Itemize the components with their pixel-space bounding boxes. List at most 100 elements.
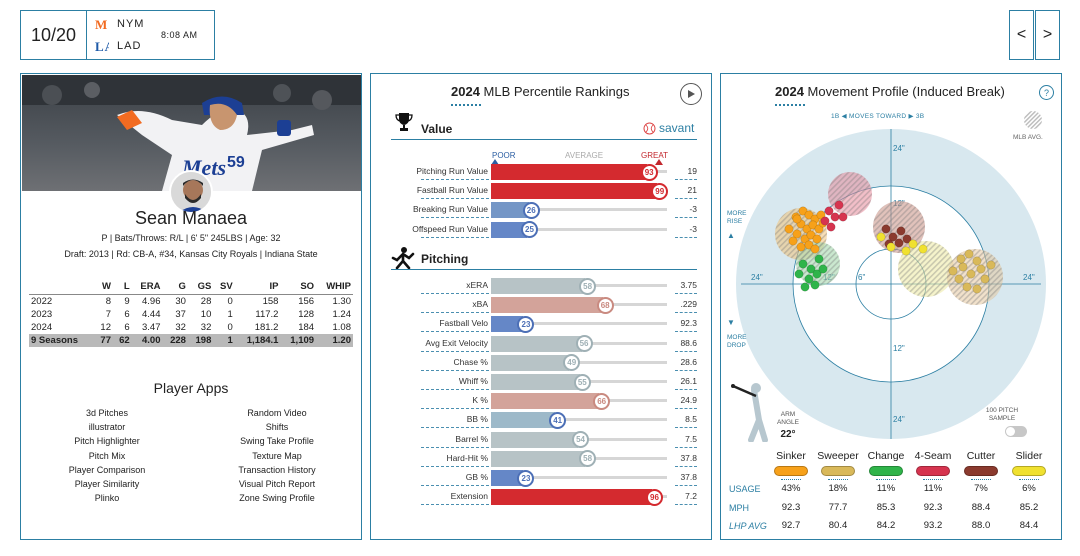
player-app-link[interactable]: Texture Map [252,450,302,461]
percentile-value: 7.2 [685,491,697,502]
player-app-link[interactable]: Transaction History [238,464,316,475]
percentile-value: 28.6 [680,356,697,367]
row-divider [421,427,489,429]
percentile-circle: 56 [575,335,593,353]
percentile-row-label[interactable]: xBA [472,299,488,310]
player-app-link[interactable]: Zone Swing Profile [239,493,315,504]
pitch-type-slider[interactable]: Slider [1004,450,1054,480]
prev-button[interactable]: < [1009,10,1034,60]
pitch-dot [804,210,814,220]
percentile-row-label[interactable]: Breaking Run Value [413,204,488,215]
pitch-type-4-seam[interactable]: 4-Seam [908,450,958,480]
stats-cell: 9 [124,296,130,307]
next-button[interactable]: > [1035,10,1060,60]
arm-angle-label: ARM ANGLE [776,411,800,426]
help-button[interactable]: ? [1039,85,1054,100]
percentile-row-label[interactable]: xERA [466,280,488,290]
savant-link[interactable]: savant [643,121,694,135]
game-selector[interactable]: 10/20 M NYM LA LAD 8:08 AM [20,10,215,60]
mets-logo-icon: M [95,17,107,31]
away-team: M NYM [95,17,144,31]
percentile-row-label[interactable]: BB % [466,414,488,425]
percentile-circle: 66 [593,392,611,410]
stats-cell: 1,184.1 [234,334,281,347]
stats-cell: 4.96 [141,296,161,307]
scale-arrows [491,159,663,165]
pitch-dot [794,269,804,279]
pitcher-action-image: Mets 59 [22,75,361,191]
stats-header-cell: IP [234,279,281,295]
percentile-row-label[interactable]: Offspeed Run Value [412,223,488,234]
stats-cell: 4.00 [131,334,163,347]
percentile-row-label[interactable]: Extension [450,491,488,502]
player-photo: Mets 59 [22,75,361,191]
player-app-link[interactable]: 3d Pitches [85,408,129,418]
pitch-dot [886,242,896,252]
player-app-link[interactable]: Visual Pitch Report [238,478,316,489]
usage-row-label: USAGE [729,484,761,494]
stats-cell: 6 [124,322,130,333]
pitch-type-sweeper[interactable]: Sweeper [813,450,863,480]
player-app-link[interactable]: Pitch Mix [88,450,126,461]
percentile-bar [491,354,570,371]
pitch-dot [986,260,996,270]
player-app-link[interactable]: Player Comparison [68,464,146,475]
value-divider [675,236,697,238]
value-divider [675,427,697,429]
stats-cell: 62 [113,334,132,347]
pitch-color-swatch [774,466,808,476]
pitch-dot [976,264,986,274]
stats-header-cell: SV [213,279,235,295]
percentile-row-label[interactable]: Avg Exit Velocity [425,337,488,348]
stats-row: 2022 8 9 4.96 30 28 0 158 156 1.30 [29,295,353,309]
stats-cell: 158 [262,296,279,307]
percentile-row-label[interactable]: Hard-Hit % [446,452,488,463]
pitch-dot [896,226,906,236]
percentile-bar [491,278,586,294]
percentile-row-label[interactable]: Fastball Run Value [416,185,488,196]
pitch-type-cutter[interactable]: Cutter [956,450,1006,480]
percentile-row-label[interactable]: Fastball Velo [439,318,488,329]
pitch-dot [956,254,966,264]
percentile-row-label[interactable]: Chase % [453,356,489,367]
sample-toggle[interactable] [1005,426,1027,437]
percentile-circle: 25 [521,221,538,239]
movement-panel: 2024 Movement Profile (Induced Break) ? … [720,73,1062,540]
pitch-dot [784,224,794,234]
value-divider [675,504,697,506]
pitch-dot [958,262,968,272]
value-rule [391,139,697,140]
game-number: 10/20 [21,11,87,59]
player-avatar [169,170,213,214]
player-app-link[interactable]: illustrator [88,422,126,433]
play-button[interactable] [680,83,702,105]
percentile-row-label[interactable]: Pitching Run Value [416,166,488,176]
stats-cell: 1 [213,334,235,347]
percentile-row-label[interactable]: Whiff % [458,376,488,386]
stats-cell: 156 [298,296,315,307]
pitch-dot [876,232,886,242]
player-app-link[interactable]: Player Similarity [74,478,140,489]
pitch-dot [810,280,820,290]
percentile-row-label[interactable]: Barrel % [455,433,488,444]
percentile-row-label[interactable]: K % [472,395,488,406]
home-team: LA LAD [95,38,141,54]
player-app-link[interactable]: Shifts [265,422,289,433]
player-app-link[interactable]: Pitch Highlighter [74,436,140,447]
player-app-link[interactable]: Swing Take Profile [240,436,314,447]
percentile-row-label[interactable]: GB % [465,472,488,482]
pitch-color-swatch [821,466,855,476]
value-divider [675,369,697,371]
percentile-track [491,208,667,212]
pitch-type-change[interactable]: Change [861,450,911,480]
percentile-circle: 68 [596,296,614,314]
pitch-dot [796,242,806,252]
ring-label: 24" [1023,273,1035,282]
player-app-link[interactable]: Random Video [247,408,307,418]
pitch-type-sinker[interactable]: Sinker [766,450,816,480]
player-app-link[interactable]: Plinko [94,493,120,504]
stats-cell: 2023 [31,309,53,320]
percentile-bar [491,335,582,352]
pitch-dot [814,224,824,234]
svg-text:LA: LA [95,39,109,54]
